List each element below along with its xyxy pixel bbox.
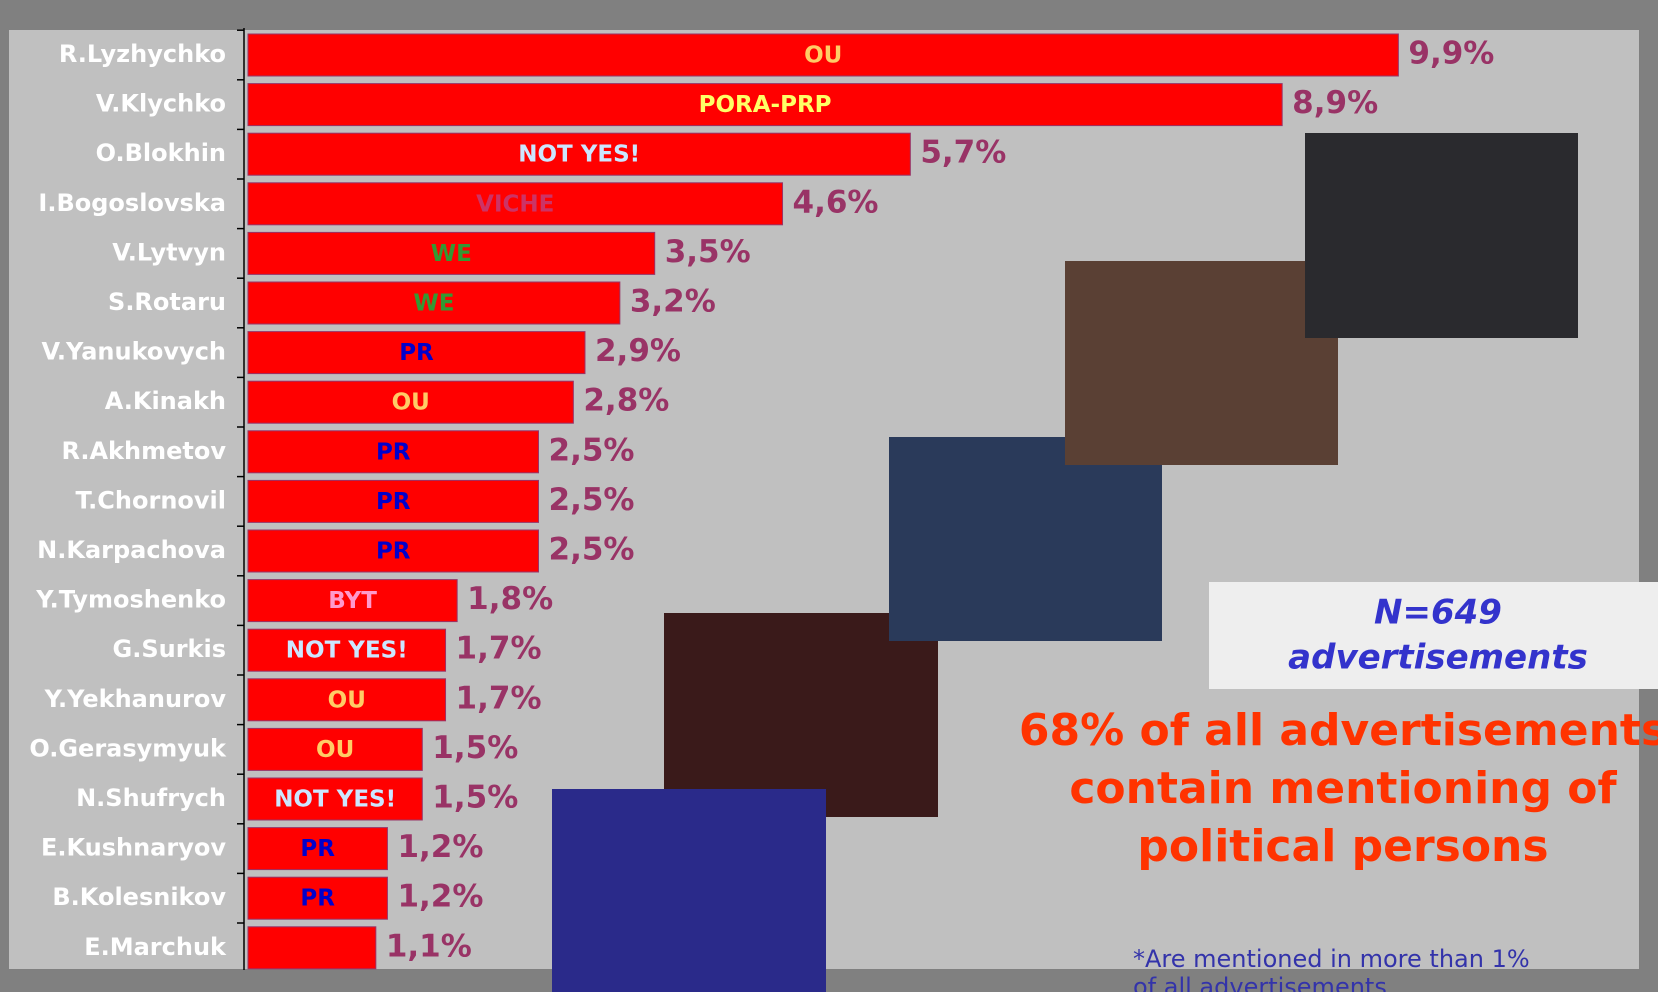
y-tick-label: E.Marchuk <box>84 933 227 961</box>
bar <box>247 827 388 871</box>
bar <box>247 132 911 176</box>
bar <box>247 529 539 573</box>
bar <box>247 231 656 275</box>
note-box <box>1209 582 1658 689</box>
photo <box>664 613 938 817</box>
photo <box>552 789 826 992</box>
photo <box>1065 261 1338 465</box>
value-label: 2,5% <box>549 482 635 518</box>
y-tick-label: A.Kinakh <box>105 387 226 415</box>
value-label: 1,8% <box>467 581 553 617</box>
sample-note: advertisements <box>1288 638 1588 678</box>
bar <box>247 331 586 375</box>
bar-label: OU <box>392 390 430 416</box>
y-tick-label: Y.Tymoshenko <box>35 586 226 614</box>
bar-label: BYT <box>328 588 377 614</box>
bar-label: PORA-PRP <box>699 92 832 118</box>
bar <box>247 777 423 821</box>
value-label: 1,1% <box>386 928 472 964</box>
y-tick-label: E.Kushnaryov <box>41 834 226 862</box>
bar-label: WE <box>413 291 454 317</box>
bar-label: PR <box>376 489 411 515</box>
bar <box>247 678 447 722</box>
y-tick-label: G.Surkis <box>113 635 227 663</box>
bar-label: NOT YES! <box>286 638 408 664</box>
bar-label: PR <box>300 836 335 862</box>
annotation: political persons <box>1137 821 1548 872</box>
bar <box>247 926 377 970</box>
bar-label: PR <box>376 539 411 565</box>
value-label: 1,5% <box>432 780 518 816</box>
value-label: 3,2% <box>630 284 716 320</box>
bar <box>247 281 621 325</box>
bar-label: NOT YES! <box>274 787 396 813</box>
bar <box>247 430 539 474</box>
bar <box>247 479 539 523</box>
value-label: 1,5% <box>432 730 518 766</box>
bar <box>247 33 1399 77</box>
value-label: 1,2% <box>397 879 483 915</box>
y-tick-label: R.Akhmetov <box>61 437 226 465</box>
bar <box>247 876 388 920</box>
bar-label: VICHE <box>476 191 554 217</box>
y-tick-label: V.Klychko <box>96 90 226 118</box>
bar-label: NOT YES! <box>518 142 640 168</box>
value-label: 3,5% <box>665 234 751 270</box>
footnote: *Are mentioned in more than 1% <box>1133 945 1530 973</box>
bar-label: PR <box>376 439 411 465</box>
bar <box>247 628 447 672</box>
bar <box>247 727 423 771</box>
y-tick-label: T.Chornovil <box>75 486 226 514</box>
value-label: 2,5% <box>549 432 635 468</box>
y-tick-label: B.Kolesnikov <box>52 883 226 911</box>
bar-label: PR <box>399 340 434 366</box>
photo <box>889 437 1162 641</box>
y-tick-label: N.Karpachova <box>37 536 226 564</box>
value-label: 5,7% <box>920 135 1006 171</box>
y-tick-label: O.Gerasymyuk <box>29 734 227 762</box>
bar-label: WE <box>431 241 472 267</box>
footnote: of all advertisements <box>1133 973 1387 992</box>
bar <box>247 182 784 226</box>
sample-note: N=649 <box>1374 593 1502 633</box>
y-tick-label: I.Bogoslovska <box>38 189 226 217</box>
bar <box>247 579 458 623</box>
photos <box>552 133 1578 992</box>
y-tick-label: S.Rotaru <box>108 288 226 316</box>
value-label: 9,9% <box>1408 36 1494 72</box>
y-tick-label: N.Shufrych <box>76 784 226 812</box>
bar <box>247 83 1283 127</box>
bar-label: OU <box>804 43 842 69</box>
y-tick-label: O.Blokhin <box>96 139 226 167</box>
bar <box>247 380 574 424</box>
annotation: 68% of all advertisements <box>1019 705 1658 756</box>
y-tick-label: V.Yanukovych <box>41 338 226 366</box>
value-label: 1,7% <box>456 680 542 716</box>
value-label: 1,2% <box>397 829 483 865</box>
bar-label: OU <box>316 737 354 763</box>
photo <box>1305 133 1578 338</box>
value-label: 2,9% <box>595 333 681 369</box>
value-label: 2,5% <box>549 532 635 568</box>
value-label: 1,7% <box>456 631 542 667</box>
y-tick-label: R.Lyzhychko <box>59 40 226 68</box>
bar-label: OU <box>328 687 366 713</box>
value-label: 8,9% <box>1292 85 1378 121</box>
y-tick-label: V.Lytvyn <box>112 238 226 266</box>
bars: R.Lyzhychko OU 9,9% V.Klychko PORA-PRP 8,9% O.… <box>29 29 1494 970</box>
bar-label: PR <box>300 886 335 912</box>
y-tick-label: Y.Yekhanurov <box>44 685 227 713</box>
annotation: contain mentioning of <box>1069 763 1617 814</box>
value-label: 2,8% <box>583 383 669 419</box>
value-label: 4,6% <box>793 184 879 220</box>
